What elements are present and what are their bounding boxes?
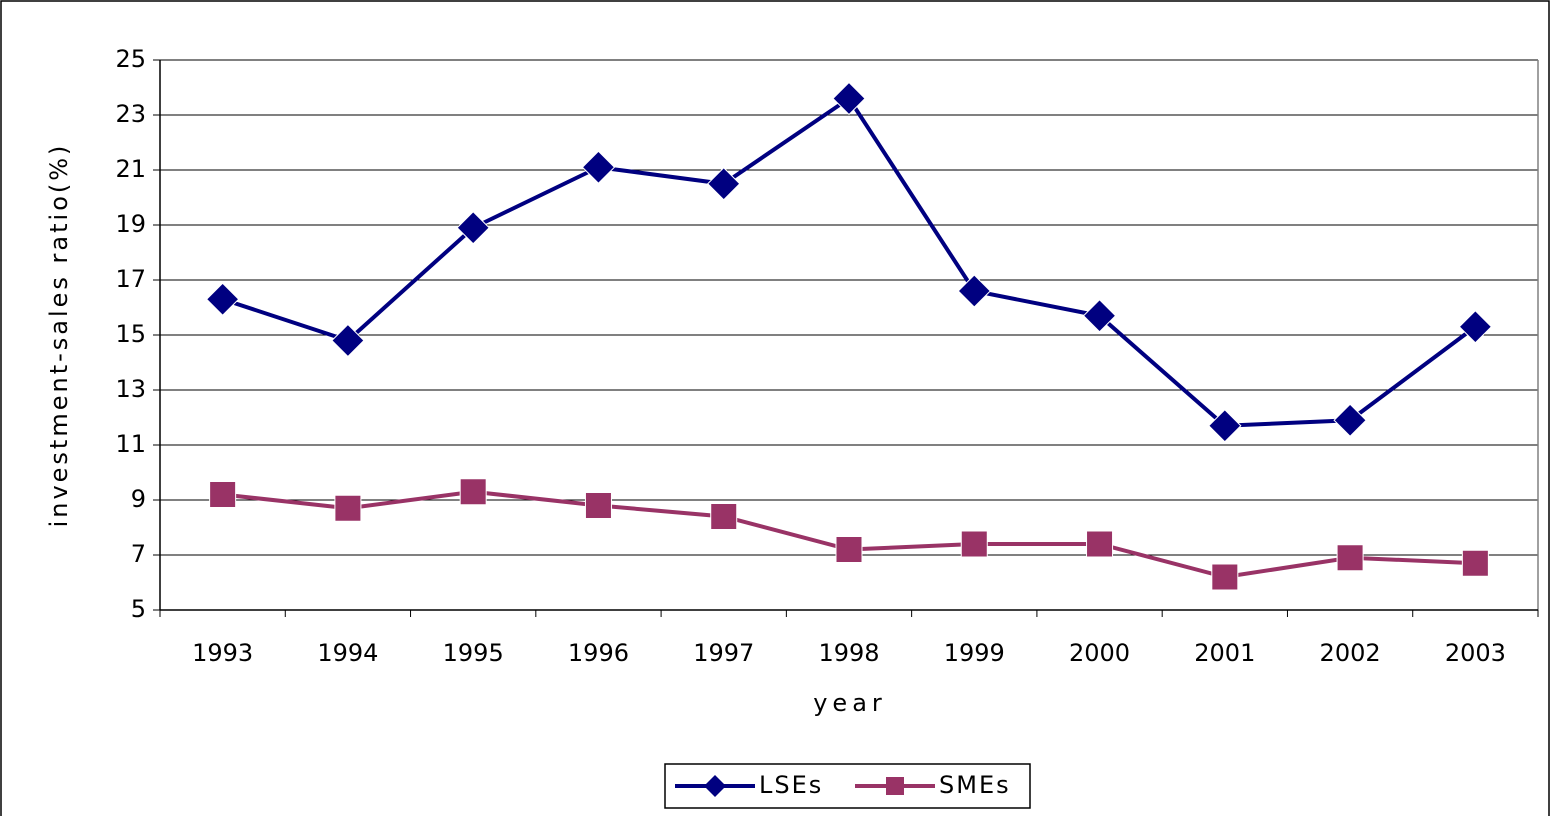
legend-marker <box>704 775 726 797</box>
x-tick-label: 1993 <box>192 639 253 667</box>
x-tick-label: 1994 <box>317 639 378 667</box>
x-tick-label: 2000 <box>1069 639 1130 667</box>
marker <box>960 530 988 558</box>
y-tick-label: 11 <box>115 430 146 458</box>
marker <box>1333 403 1367 437</box>
x-tick-label: 2002 <box>1320 639 1381 667</box>
marker <box>1211 563 1239 591</box>
legend-label: LSEs <box>759 771 823 799</box>
marker <box>707 167 741 201</box>
marker <box>209 481 237 508</box>
legend-marker <box>886 777 904 795</box>
x-tick-label: 1998 <box>818 639 879 667</box>
marker <box>832 81 866 116</box>
y-tick-label: 23 <box>115 100 146 128</box>
x-tick-label: 2003 <box>1445 639 1506 667</box>
y-axis-label: investment-sales ratio(%) <box>45 143 73 528</box>
marker <box>584 492 612 519</box>
y-tick-label: 25 <box>115 45 146 73</box>
y-tick-label: 19 <box>115 210 146 238</box>
marker <box>1336 544 1364 572</box>
y-tick-label: 9 <box>131 485 146 513</box>
marker <box>456 211 490 245</box>
x-tick-label: 1995 <box>443 639 504 667</box>
x-tick-label: 2001 <box>1194 639 1255 667</box>
marker <box>459 478 487 506</box>
y-tick-label: 7 <box>131 540 146 568</box>
marker <box>710 503 738 530</box>
x-tick-label: 1996 <box>568 639 629 667</box>
x-tick-label: 1999 <box>944 639 1005 667</box>
marker <box>1458 310 1493 344</box>
y-tick-label: 21 <box>115 155 146 183</box>
marker <box>1082 299 1117 333</box>
marker <box>1086 530 1114 558</box>
y-tick-label: 17 <box>115 265 146 293</box>
y-tick-label: 5 <box>131 595 146 623</box>
marker <box>581 150 616 184</box>
y-tick-label: 15 <box>115 320 146 348</box>
marker <box>331 323 365 358</box>
marker <box>1208 409 1242 443</box>
marker <box>1461 549 1489 577</box>
legend-label: SMEs <box>939 771 1011 799</box>
y-tick-label: 13 <box>115 375 146 403</box>
marker <box>835 536 863 563</box>
marker <box>957 274 991 308</box>
marker <box>334 494 362 522</box>
x-axis-label: year <box>813 689 887 717</box>
marker <box>205 282 240 316</box>
x-tick-label: 1997 <box>693 639 754 667</box>
